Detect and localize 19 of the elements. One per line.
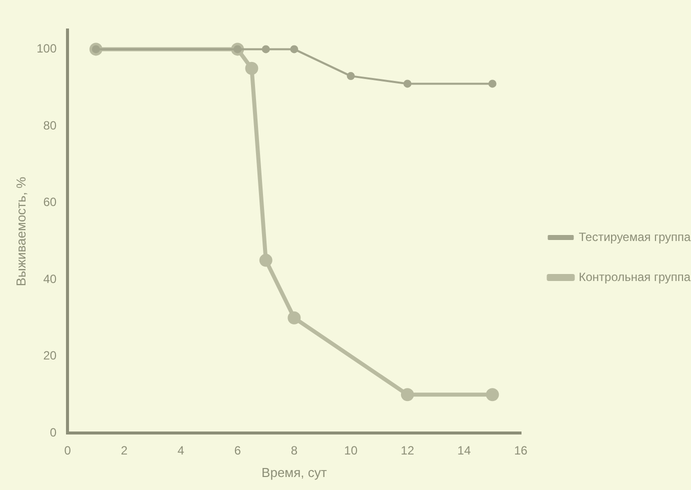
y-tick-label: 60 — [43, 195, 57, 210]
x-tick-label: 14 — [457, 444, 472, 458]
y-tick-label: 20 — [43, 348, 57, 363]
y-axis-title: Выживаемость, % — [13, 176, 28, 286]
x-tick-label: 10 — [344, 444, 358, 458]
x-tick-label: 8 — [290, 444, 298, 458]
x-tick-label: 12 — [400, 444, 414, 458]
x-tick-label: 0 — [64, 444, 72, 458]
y-tick-label: 80 — [43, 118, 57, 132]
x-tick-label: 6 — [234, 444, 242, 458]
y-tick-label: 40 — [43, 272, 57, 286]
x-tick-label: 2 — [120, 444, 128, 458]
x-axis-title: Время, сут — [262, 464, 327, 480]
x-tick-label: 16 — [514, 444, 528, 458]
x-tick-label: 4 — [178, 444, 185, 458]
legend-label: Тестируемая группа — [578, 230, 691, 244]
y-tick-label: 0 — [50, 425, 57, 440]
y-tick-label: 100 — [36, 42, 57, 56]
legend-label: Контрольная группа — [578, 270, 691, 284]
